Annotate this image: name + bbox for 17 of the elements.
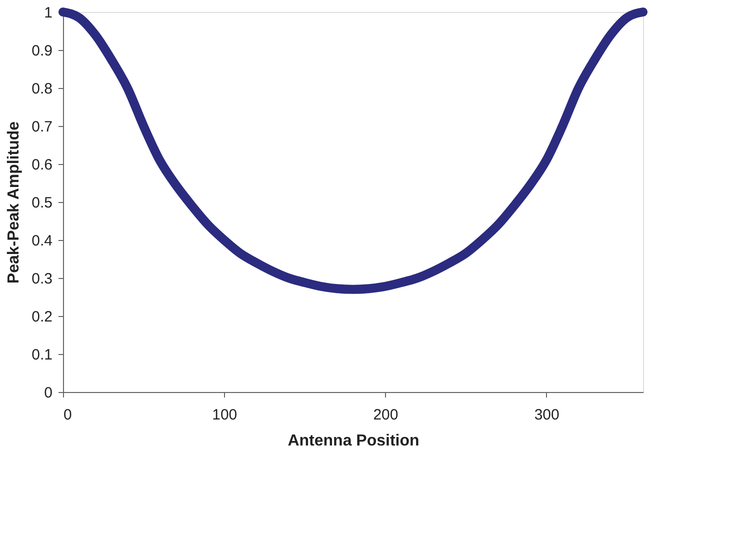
y-tick-label: 0 [44,384,52,402]
y-tick-label: 0.5 [32,194,52,212]
y-tick-label: 0.9 [32,42,52,60]
x-axis-title: Antenna Position [288,432,420,450]
x-tick-label: 100 [212,406,238,424]
x-tick-label: 300 [534,406,560,424]
y-tick-label: 0.4 [32,232,52,250]
y-tick-label: 0.2 [32,308,52,326]
x-tick-label: 0 [64,406,72,424]
y-tick-label: 1 [44,4,52,22]
y-tick-label: 0.1 [32,346,52,364]
y-tick-label: 0.3 [32,270,52,288]
y-axis-title: Peak-Peak Amplitude [6,121,23,284]
y-tick-label: 0.8 [32,80,52,98]
y-tick-label: 0.6 [32,156,52,174]
x-tick-label: 200 [373,406,398,424]
y-tick-label: 0.7 [32,118,52,136]
